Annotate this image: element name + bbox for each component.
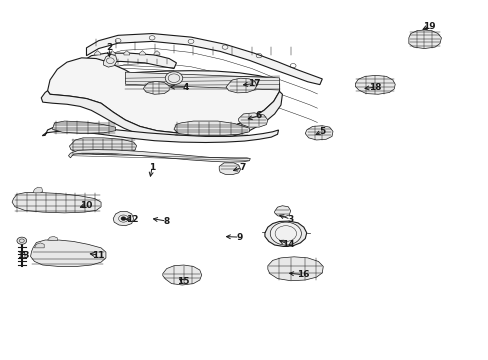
- Polygon shape: [33, 187, 42, 193]
- Text: 8: 8: [163, 217, 169, 226]
- Polygon shape: [30, 240, 106, 266]
- Polygon shape: [12, 193, 101, 213]
- Text: 5: 5: [319, 127, 325, 136]
- Text: 3: 3: [287, 215, 293, 224]
- Polygon shape: [84, 53, 176, 68]
- Polygon shape: [125, 72, 279, 90]
- Polygon shape: [163, 265, 201, 285]
- Text: 12: 12: [126, 215, 139, 224]
- Polygon shape: [47, 237, 57, 241]
- Polygon shape: [95, 51, 101, 55]
- Polygon shape: [305, 126, 332, 140]
- Circle shape: [17, 237, 27, 244]
- Polygon shape: [219, 163, 240, 175]
- Circle shape: [270, 222, 301, 245]
- Polygon shape: [139, 51, 145, 55]
- Text: 19: 19: [422, 22, 435, 31]
- Polygon shape: [41, 91, 282, 141]
- Text: 16: 16: [296, 270, 308, 279]
- Text: 6: 6: [255, 111, 262, 120]
- Text: 2: 2: [106, 43, 112, 52]
- Polygon shape: [68, 150, 250, 162]
- Polygon shape: [264, 221, 306, 247]
- Text: 11: 11: [92, 251, 104, 260]
- Polygon shape: [225, 78, 256, 93]
- Polygon shape: [69, 138, 136, 154]
- Polygon shape: [47, 58, 279, 133]
- Polygon shape: [52, 121, 116, 134]
- Polygon shape: [34, 243, 44, 248]
- Polygon shape: [109, 51, 115, 55]
- Polygon shape: [267, 257, 323, 281]
- Text: 18: 18: [369, 83, 381, 92]
- Text: 9: 9: [236, 233, 243, 242]
- Polygon shape: [408, 30, 441, 49]
- Polygon shape: [174, 121, 249, 136]
- Polygon shape: [103, 54, 117, 67]
- Text: 14: 14: [282, 240, 294, 249]
- Text: 4: 4: [183, 83, 189, 92]
- Circle shape: [121, 217, 125, 220]
- Polygon shape: [355, 75, 394, 94]
- Circle shape: [165, 72, 183, 85]
- Polygon shape: [143, 81, 169, 94]
- Polygon shape: [154, 51, 160, 55]
- Polygon shape: [113, 211, 133, 226]
- Polygon shape: [86, 33, 322, 85]
- Polygon shape: [274, 206, 290, 217]
- Polygon shape: [123, 51, 129, 55]
- Text: 17: 17: [247, 79, 260, 88]
- Text: 13: 13: [17, 251, 29, 260]
- Text: 1: 1: [149, 163, 155, 172]
- Text: 10: 10: [80, 201, 92, 210]
- Polygon shape: [42, 126, 278, 143]
- Text: 15: 15: [177, 277, 189, 286]
- Polygon shape: [238, 113, 267, 127]
- Text: 7: 7: [239, 163, 245, 172]
